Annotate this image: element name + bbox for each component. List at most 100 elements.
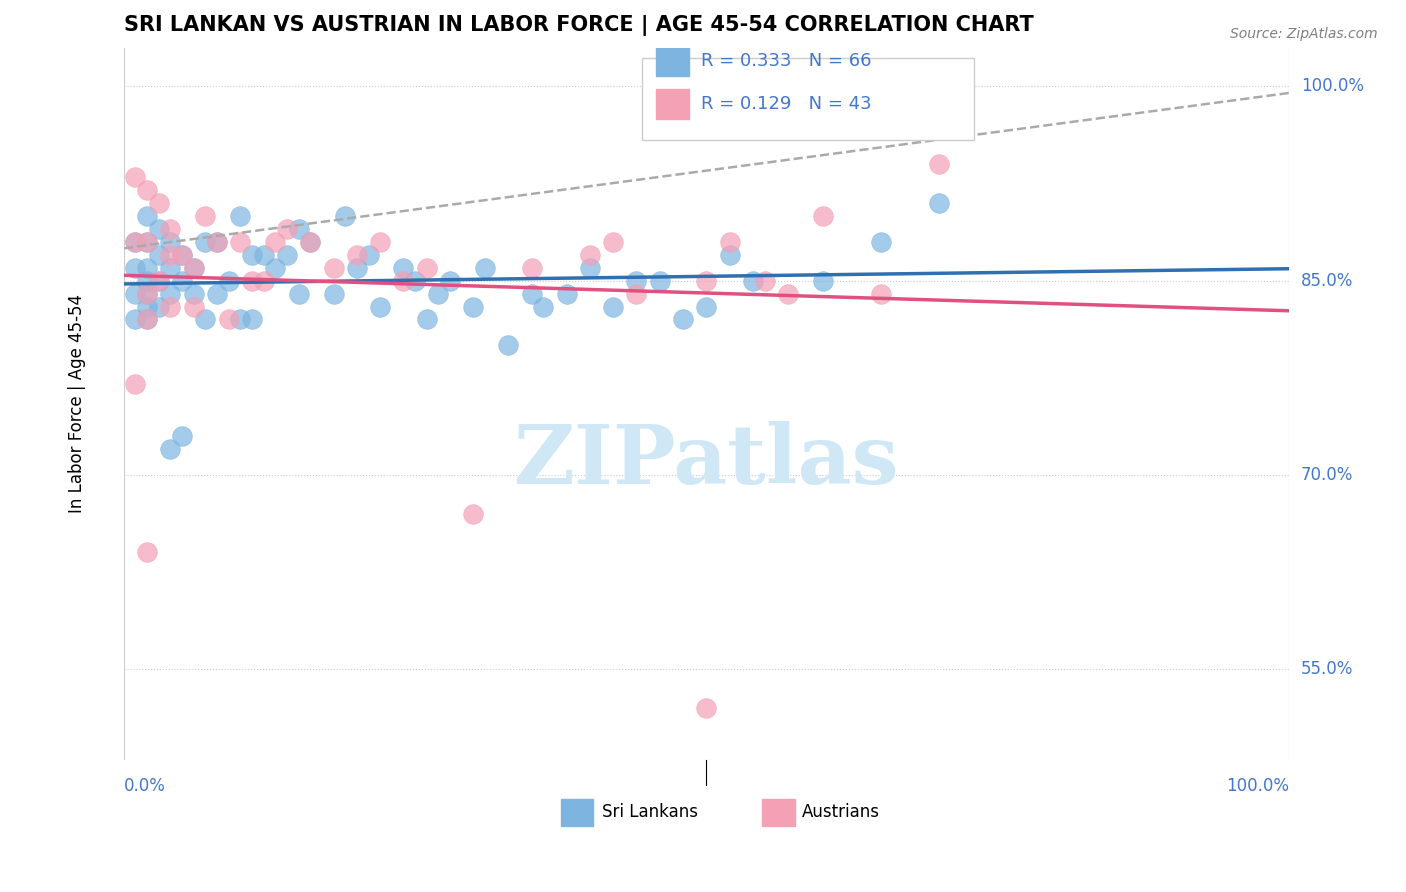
Point — [136, 286, 159, 301]
Point — [172, 274, 194, 288]
Point — [811, 274, 834, 288]
Point — [718, 248, 741, 262]
Point — [322, 260, 344, 275]
Point — [299, 235, 322, 249]
Point — [124, 260, 146, 275]
Text: R = 0.333   N = 66: R = 0.333 N = 66 — [700, 53, 872, 70]
Point — [136, 183, 159, 197]
Point — [870, 235, 893, 249]
Point — [602, 300, 624, 314]
Text: 70.0%: 70.0% — [1301, 466, 1353, 483]
Point — [148, 196, 170, 211]
Text: 85.0%: 85.0% — [1301, 272, 1353, 290]
Point — [240, 274, 263, 288]
Text: 100.0%: 100.0% — [1226, 778, 1289, 796]
Point — [416, 312, 439, 326]
Text: Sri Lankans: Sri Lankans — [602, 804, 697, 822]
Text: Source: ZipAtlas.com: Source: ZipAtlas.com — [1230, 27, 1378, 41]
Point — [159, 235, 181, 249]
Point — [159, 442, 181, 456]
Point — [194, 209, 217, 223]
Point — [392, 274, 415, 288]
Point — [240, 248, 263, 262]
Point — [253, 274, 276, 288]
Text: Austrians: Austrians — [801, 804, 880, 822]
Bar — [762, 798, 794, 826]
Point — [172, 429, 194, 443]
Point — [463, 507, 485, 521]
Point — [742, 274, 765, 288]
Point — [579, 260, 602, 275]
Point — [136, 235, 159, 249]
Point — [322, 286, 344, 301]
Point — [148, 274, 170, 288]
Point — [172, 248, 194, 262]
Point — [124, 235, 146, 249]
Point — [811, 209, 834, 223]
Point — [136, 545, 159, 559]
Point — [870, 286, 893, 301]
Point — [498, 338, 520, 352]
Point — [602, 235, 624, 249]
Point — [183, 300, 205, 314]
Point — [346, 248, 368, 262]
Point — [928, 196, 950, 211]
Point — [439, 274, 461, 288]
Point — [368, 235, 391, 249]
Point — [357, 248, 380, 262]
Point — [368, 300, 391, 314]
Text: R = 0.129   N = 43: R = 0.129 N = 43 — [700, 95, 872, 113]
Point — [136, 312, 159, 326]
Point — [531, 300, 554, 314]
Point — [136, 260, 159, 275]
Point — [335, 209, 357, 223]
Point — [520, 260, 543, 275]
Point — [776, 286, 799, 301]
Point — [240, 312, 263, 326]
Point — [229, 312, 252, 326]
Point — [264, 260, 287, 275]
Point — [346, 260, 368, 275]
Point — [218, 274, 240, 288]
Point — [253, 248, 276, 262]
Point — [124, 235, 146, 249]
Point — [287, 222, 309, 236]
Point — [229, 209, 252, 223]
Point — [392, 260, 415, 275]
Point — [205, 235, 228, 249]
Point — [287, 286, 309, 301]
Point — [695, 701, 717, 715]
Bar — [561, 798, 593, 826]
Text: 100.0%: 100.0% — [1301, 78, 1364, 95]
Point — [276, 222, 298, 236]
Bar — [657, 46, 689, 76]
Point — [159, 286, 181, 301]
Text: 0.0%: 0.0% — [124, 778, 166, 796]
Text: ZIPatlas: ZIPatlas — [513, 421, 900, 500]
Point — [579, 248, 602, 262]
Point — [159, 260, 181, 275]
Point — [404, 274, 426, 288]
Point — [555, 286, 578, 301]
Point — [626, 274, 648, 288]
Point — [754, 274, 776, 288]
Point — [205, 286, 228, 301]
Point — [229, 235, 252, 249]
Point — [136, 235, 159, 249]
Point — [205, 235, 228, 249]
Point — [718, 235, 741, 249]
Point — [218, 312, 240, 326]
Text: 55.0%: 55.0% — [1301, 660, 1353, 678]
Point — [299, 235, 322, 249]
Point — [648, 274, 671, 288]
Point — [183, 260, 205, 275]
Point — [520, 286, 543, 301]
Text: SRI LANKAN VS AUSTRIAN IN LABOR FORCE | AGE 45-54 CORRELATION CHART: SRI LANKAN VS AUSTRIAN IN LABOR FORCE | … — [124, 15, 1033, 36]
Point — [463, 300, 485, 314]
Point — [148, 248, 170, 262]
Point — [124, 312, 146, 326]
Bar — [657, 89, 689, 119]
Point — [416, 260, 439, 275]
Point — [672, 312, 695, 326]
Point — [264, 235, 287, 249]
